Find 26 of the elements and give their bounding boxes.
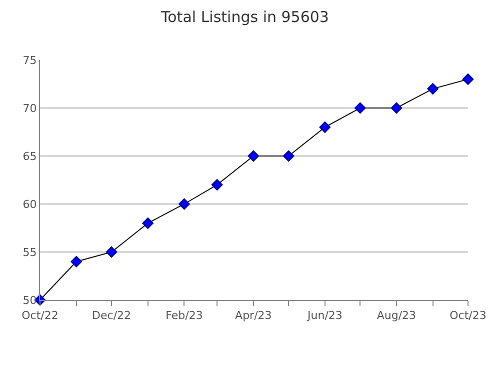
y-tick-label: 75 — [22, 54, 37, 67]
point — [142, 218, 154, 229]
x-tick-label: Apr/23 — [235, 309, 272, 322]
point — [70, 256, 82, 268]
x-tick-label: Feb/23 — [166, 309, 203, 322]
point — [390, 102, 402, 114]
point — [319, 122, 331, 133]
point — [282, 150, 294, 162]
y-tick-label: 60 — [22, 198, 37, 211]
chart-title: Total Listings in 95603 — [160, 8, 329, 26]
point — [427, 83, 439, 94]
point — [248, 150, 260, 162]
y-tick-label: 65 — [22, 150, 37, 163]
point — [354, 102, 366, 114]
point — [211, 179, 223, 190]
x-tick-label: Dec/22 — [92, 309, 132, 322]
x-tick-label: Aug/23 — [376, 309, 416, 322]
point — [106, 246, 118, 258]
y-tick-label: 70 — [22, 102, 37, 115]
x-tick-label: Oct/22 — [22, 309, 58, 322]
y-tick-label: 55 — [22, 246, 37, 259]
y-tick-label: 50 — [22, 294, 37, 307]
point — [462, 74, 474, 85]
x-tick-label: Oct/23 — [450, 309, 486, 322]
point — [178, 198, 190, 210]
x-tick-label: Jun/23 — [306, 309, 342, 322]
